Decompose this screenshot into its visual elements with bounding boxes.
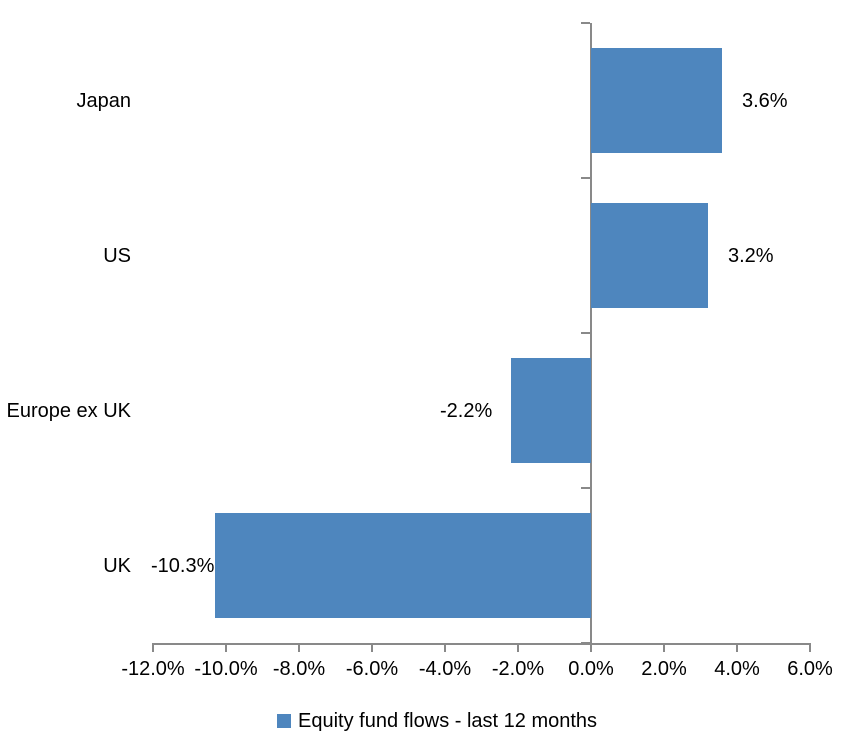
value-axis-tick-label: 2.0% [641, 658, 687, 680]
value-axis-tick [809, 643, 811, 652]
value-axis-tick [371, 643, 373, 652]
value-axis-tick [225, 643, 227, 652]
category-axis-tick [581, 22, 590, 24]
value-axis-tick-label: -10.0% [194, 658, 258, 680]
category-label-uk: UK [103, 555, 131, 577]
value-axis-tick [663, 643, 665, 652]
data-label-uk: -10.3% [151, 555, 215, 577]
value-axis-tick [152, 643, 154, 652]
value-axis-tick [590, 643, 592, 652]
value-axis-tick-label: -8.0% [272, 658, 326, 680]
category-axis-tick [581, 332, 590, 334]
bar-europe-ex-uk [511, 358, 591, 463]
legend-series-label: Equity fund flows - last 12 months [298, 710, 598, 732]
category-label-us: US [103, 245, 131, 267]
value-axis-tick-label: -2.0% [491, 658, 545, 680]
value-axis-tick [517, 643, 519, 652]
category-axis-tick [581, 177, 590, 179]
category-axis-tick [581, 642, 590, 644]
value-axis-tick-label: 6.0% [787, 658, 833, 680]
category-label-japan: Japan [76, 90, 132, 112]
bar-japan [591, 48, 722, 153]
value-axis-tick-label: -6.0% [345, 658, 399, 680]
value-axis-tick [298, 643, 300, 652]
bar-uk [215, 513, 591, 618]
value-axis-tick-label: 4.0% [714, 658, 760, 680]
category-axis-line [590, 23, 592, 643]
category-axis-tick [581, 487, 590, 489]
value-axis-tick [444, 643, 446, 652]
legend-swatch-icon [277, 714, 291, 728]
category-label-europe-ex-uk: Europe ex UK [6, 400, 131, 422]
value-axis-tick [736, 643, 738, 652]
chart-legend: Equity fund flows - last 12 months [277, 710, 597, 732]
value-axis-line [152, 643, 811, 645]
data-label-europe-ex-uk: -2.2% [440, 400, 493, 422]
value-axis-tick-label: -12.0% [121, 658, 185, 680]
value-axis-tick-label: 0.0% [568, 658, 614, 680]
data-label-japan: 3.6% [742, 90, 788, 112]
bar-us [591, 203, 708, 308]
data-label-us: 3.2% [728, 245, 774, 267]
value-axis-tick-label: -4.0% [418, 658, 472, 680]
